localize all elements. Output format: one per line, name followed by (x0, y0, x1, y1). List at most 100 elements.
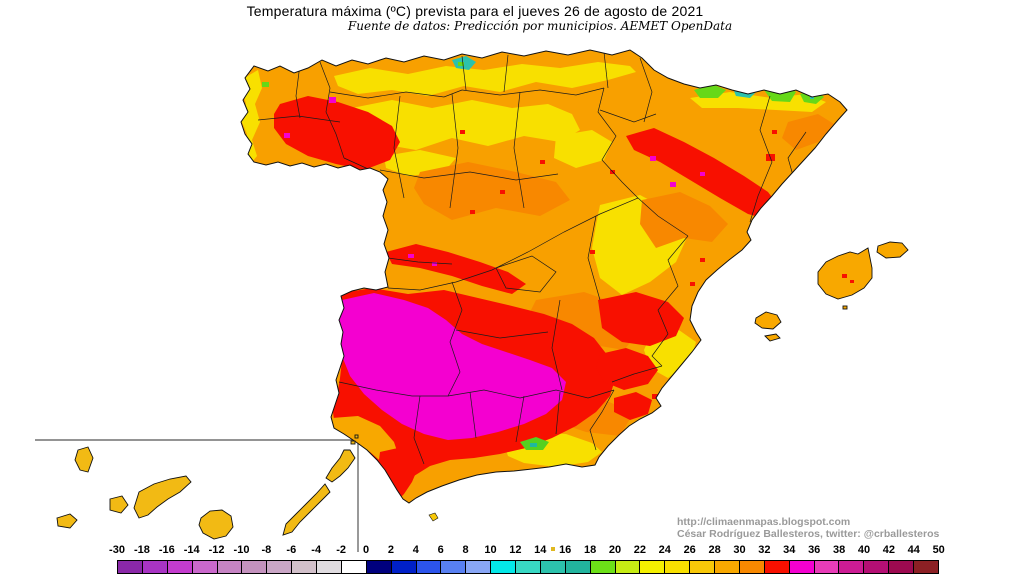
legend-tick-label: 32 (758, 544, 771, 556)
map-subtitle: Fuente de datos: Predicción por municipi… (347, 19, 733, 33)
legend-tick-label: 22 (633, 544, 647, 556)
cantabrian-yellow-band (334, 62, 636, 96)
gran-canaria (198, 509, 234, 540)
legend-tick-label: 34 (783, 544, 796, 556)
la-gomera (109, 495, 129, 514)
legend-tick-label: -18 (133, 544, 150, 556)
legend-tick-label: 40 (857, 544, 871, 556)
legend-tick-label: 26 (683, 544, 696, 556)
legend-cell (167, 561, 193, 573)
legend-cell (739, 561, 765, 573)
ibiza (754, 311, 782, 330)
picos-green-spot (458, 62, 464, 66)
legend-tick-label: 28 (708, 544, 721, 556)
albacete-red (598, 292, 684, 346)
legend-cell (242, 561, 268, 573)
legend-tick-label: 42 (882, 544, 896, 556)
legend-cell (192, 561, 218, 573)
attribution-url: http://climaenmapas.blogspot.com (677, 516, 851, 528)
legend-cell (441, 561, 467, 573)
tarragona-red-spot (789, 219, 797, 225)
guadarrama-magenta-spot (432, 262, 437, 266)
legend-cell (391, 561, 417, 573)
legend-cell (118, 561, 143, 573)
legend-tick-label: -8 (261, 544, 272, 556)
legend-cell (690, 561, 715, 573)
legend-tick-label: 10 (484, 544, 497, 556)
cadiz-red (379, 448, 418, 500)
legend-cell (466, 561, 492, 573)
legend-cell (416, 561, 442, 573)
legend-cell (839, 561, 865, 573)
legend-tick-label: -4 (311, 544, 322, 556)
tenerife (133, 475, 192, 519)
gredos-magenta-spot (408, 254, 414, 258)
ourense-magenta-spot (284, 133, 290, 138)
aragon-deep-orange (640, 192, 728, 248)
legend-cell (565, 561, 591, 573)
legend-cell (491, 561, 516, 573)
legend-cell (341, 561, 367, 573)
la-graciosa (350, 440, 356, 445)
extremadura-guadalquivir-magenta (338, 293, 566, 440)
legend-cell (889, 561, 914, 573)
catalonia-deep-orange (782, 114, 834, 150)
legend-tick-label: 38 (832, 544, 846, 556)
legend-cell (814, 561, 840, 573)
duero-deep-orange (414, 162, 570, 220)
ebro-magenta-spot-1 (650, 156, 656, 161)
pyrenees-cyan-spot (744, 86, 749, 90)
legend-cell (914, 561, 938, 573)
attribution: http://climaenmapas.blogspot.com César R… (677, 516, 939, 540)
murcia-north-red (596, 348, 658, 390)
province-borders (257, 51, 807, 465)
sierra-nevada-teal-spot (530, 443, 537, 447)
leon-red (274, 96, 400, 170)
legend-tick-label: 8 (462, 544, 469, 556)
canary-inset-frame (35, 439, 359, 552)
leon-magenta-spot (329, 97, 336, 103)
ceuta (428, 512, 439, 522)
legend-tick-label: 12 (509, 544, 522, 556)
fuerteventura (282, 483, 331, 536)
ebro-magenta-spot-3 (700, 172, 705, 176)
legend-tick-label: 30 (733, 544, 746, 556)
legend-tick-label: 44 (907, 544, 920, 556)
cabrera (842, 305, 848, 310)
legend-tick-label: -2 (336, 544, 346, 556)
menorca (876, 241, 909, 259)
legend-cell (317, 561, 342, 573)
legend-cell (764, 561, 790, 573)
temperature-patches (241, 51, 834, 500)
legend-tick-label: 6 (437, 544, 444, 556)
legend-tick-label: 50 (932, 544, 945, 556)
legend-cell (640, 561, 666, 573)
alegranza (354, 434, 359, 439)
peninsula-outline (240, 49, 848, 504)
legend-bar (117, 560, 939, 574)
sistema-central-red (386, 244, 526, 294)
soria-yellow (554, 130, 612, 168)
legend-tick-label: 0 (362, 544, 370, 556)
legend-cell (292, 561, 317, 573)
legend-tick-label: -12 (208, 544, 225, 556)
alicante-red-spot (652, 394, 659, 399)
legend-tick-label: 18 (583, 544, 597, 556)
legend-cell (789, 561, 815, 573)
formentera (764, 333, 781, 342)
galicia-green-spot (262, 82, 269, 87)
legend-tick-label: 2 (387, 544, 394, 556)
legend-tick-label: 4 (412, 544, 419, 556)
legend-cell (615, 561, 641, 573)
legend-cell (715, 561, 740, 573)
legend-tick-label: 14 (534, 544, 547, 556)
el-hierro (56, 513, 78, 529)
ebro-magenta-spot-2 (670, 182, 676, 187)
legend-tick-label: -10 (233, 544, 250, 556)
legend-cell (142, 561, 168, 573)
mallorca-red-spot-1 (842, 274, 847, 278)
legend-cell (516, 561, 541, 573)
map-title: Temperatura máxima (ºC) prevista para el… (246, 3, 704, 19)
legend-tick-label: 16 (559, 544, 572, 556)
balearic-islands (754, 241, 909, 342)
